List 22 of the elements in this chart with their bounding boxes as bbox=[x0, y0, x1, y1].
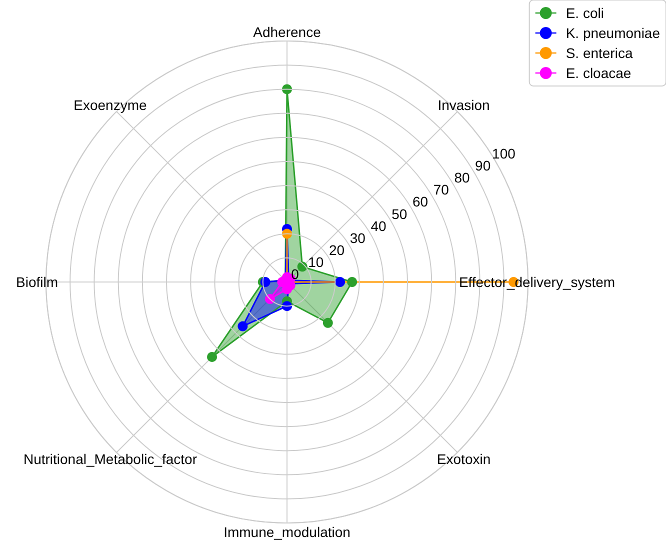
legend-label: E. cloacae bbox=[566, 65, 632, 81]
spoke-label: Biofilm bbox=[16, 274, 58, 290]
y-tick-label: 90 bbox=[475, 158, 491, 174]
spoke-label: Nutritional_Metabolic_factor bbox=[23, 450, 198, 467]
spoke-label: Immune_modulation bbox=[224, 524, 350, 540]
y-tick-label: 30 bbox=[350, 230, 366, 246]
y-tick-label: 50 bbox=[392, 206, 408, 222]
y-tick-label: 80 bbox=[454, 170, 470, 186]
legend-label: E. coli bbox=[566, 5, 604, 21]
legend-label: K. pneumoniae bbox=[566, 25, 660, 41]
y-tick-label: 20 bbox=[328, 242, 345, 258]
y-tick-label: 10 bbox=[308, 254, 324, 270]
spoke-label: Exotoxin bbox=[436, 450, 491, 467]
y-tick-label: 70 bbox=[433, 182, 450, 198]
spoke-label: Adherence bbox=[253, 24, 322, 40]
y-tick-label: 60 bbox=[412, 194, 428, 210]
y-tick-label: 40 bbox=[370, 218, 386, 234]
legend-label: S. enterica bbox=[566, 45, 633, 61]
y-tick-label: 100 bbox=[492, 146, 516, 162]
spoke-label: Exoenzyme bbox=[74, 97, 148, 114]
y-tick-label: 0 bbox=[291, 266, 300, 282]
spoke-label: Invasion bbox=[438, 97, 490, 114]
